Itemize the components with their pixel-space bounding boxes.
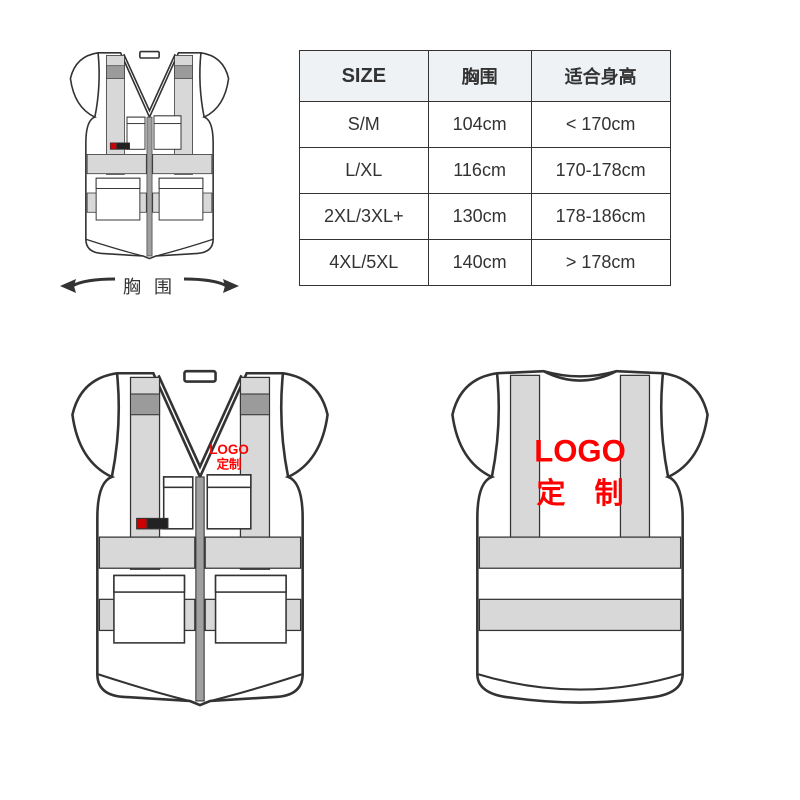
vest-small-front: [62, 40, 237, 265]
table-row: 2XL/3XL+ 130cm 178-186cm: [300, 194, 671, 240]
table-row: S/M 104cm < 170cm: [300, 102, 671, 148]
logo-back-line2: 定 制: [536, 476, 623, 510]
vest-large-front: LOGO 定制: [60, 349, 340, 719]
size-table: SIZE 胸围 适合身高 S/M 104cm < 170cm L/XL 116c…: [299, 50, 671, 286]
th-chest: 胸围: [428, 51, 531, 102]
th-size: SIZE: [300, 51, 429, 102]
table-row: 4XL/5XL 140cm > 178cm: [300, 240, 671, 286]
logo-back-line1: LOGO: [534, 433, 626, 468]
small-vest-block: 胸 围: [60, 40, 239, 299]
chest-arrow-left-icon: [60, 276, 115, 296]
logo-front-line2: 定制: [216, 457, 242, 472]
chest-arrow-right-icon: [184, 276, 239, 296]
logo-front-line1: LOGO: [209, 442, 249, 457]
table-row: L/XL 116cm 170-178cm: [300, 148, 671, 194]
vest-large-back: LOGO 定 制: [440, 349, 720, 719]
chest-label: 胸 围: [123, 273, 176, 299]
th-height: 适合身高: [531, 51, 670, 102]
table-header-row: SIZE 胸围 适合身高: [300, 51, 671, 102]
chest-arrow-wrap: 胸 围: [60, 273, 239, 299]
